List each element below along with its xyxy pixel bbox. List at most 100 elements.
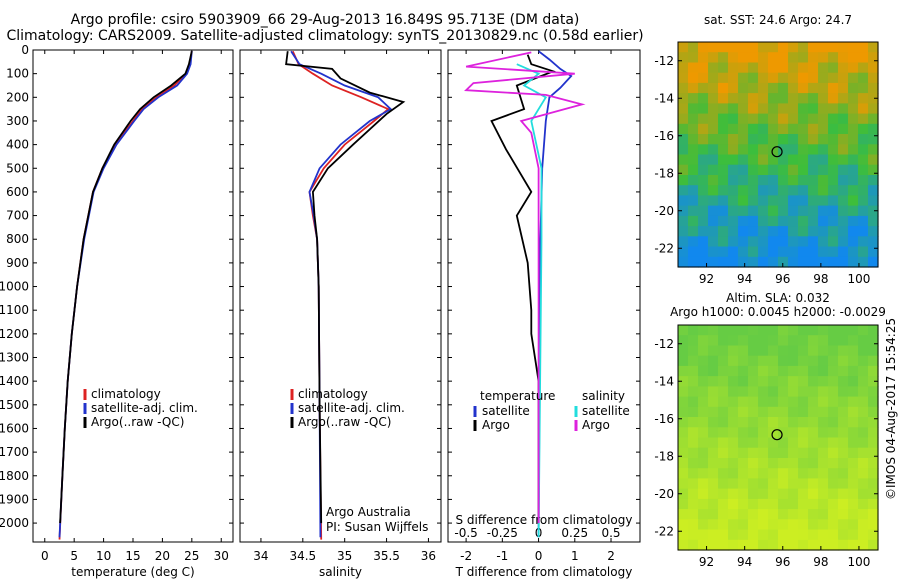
map-cell [678,539,689,551]
map-cell [818,113,829,125]
map-cell [818,52,829,63]
map-cell [868,195,879,207]
map-cell [738,175,749,186]
depth-tick-label: 900 [6,256,29,270]
map-cell [738,103,749,115]
map-cell [698,236,709,248]
map-cell [778,62,789,74]
map-cell [698,365,709,377]
map-cell [788,82,799,94]
map-cell [678,123,689,135]
map-cell [708,355,719,367]
map-cell [818,519,829,531]
map-cell [818,93,829,104]
map-cell [808,468,819,479]
map-cell [748,427,759,439]
map-cell [758,185,769,196]
map-y-tick-label: -12 [654,54,674,68]
map-cell [768,519,779,531]
map-cell [868,325,879,336]
x-tick-label: 25 [184,549,199,563]
map-cell [688,93,699,104]
map-cell [798,529,809,541]
depth-tick-label: 100 [6,67,29,81]
series-climatology [58,51,193,540]
map-cell [818,175,829,186]
map-cell [778,236,789,248]
map-cell [838,256,849,268]
map-cell [858,246,869,258]
x-tick-label: 34 [253,549,268,563]
map-cell [838,236,849,248]
map-cell [748,62,759,74]
map-cell [858,195,869,207]
map-cell [738,185,749,196]
map-cell [698,498,709,510]
map-cell [768,417,779,428]
map-cell [788,365,799,377]
map-cell [768,458,779,469]
map-cell [798,42,809,53]
map-cell [868,478,879,490]
map-cell [778,154,789,166]
map-cell [828,195,839,207]
map-cell [798,458,809,469]
map-cell [778,406,789,418]
map-cell [728,82,739,94]
map-cell [698,386,709,398]
map-cell [758,123,769,135]
map-cell [718,427,729,439]
map-cell [688,478,699,490]
map-cell [748,345,759,357]
map-cell [748,175,759,186]
map-cell [788,325,799,336]
map-cell [708,406,719,418]
map-cell [738,365,749,377]
x-tick-label-t: 0 [535,549,543,563]
map-cell [778,205,789,217]
map-cell [748,488,759,500]
map-cell [798,226,809,237]
map-sst: 92 94 96 98 100 -12 -14 -16 -18 -20 -22 sat. SST: 2… [654,13,879,286]
map-cell [858,154,869,166]
map-cell [748,468,759,479]
map-cell [848,335,859,346]
map-cell [838,458,849,469]
map-cell [688,256,699,268]
depth-tick-label: 800 [6,232,29,246]
map-cell [678,417,689,428]
pi-annotation: PI: Susan Wijffels [326,520,428,534]
map-cell [768,529,779,541]
map-cell [848,195,859,207]
map-cell [728,175,739,186]
map-cell [728,539,739,551]
x-tick-label-s: 0.5 [601,526,620,540]
map-cell [758,529,769,541]
map-cell [758,205,769,217]
map-cell [708,164,719,176]
map-cell [748,42,759,53]
depth-tick-label: 1700 [0,445,29,459]
map-cell [858,52,869,63]
map-cell [778,185,789,196]
legend-label: satellite-adj. clim. [91,401,198,415]
map-cell [758,406,769,418]
map-cell [688,539,699,551]
map-cell [678,365,689,377]
map-cell [748,529,759,541]
map-cell [798,519,809,531]
map-cell [698,226,709,237]
map-cell [758,509,769,520]
map-cell [768,185,779,196]
map-cell [678,325,689,336]
map-cell [868,175,879,186]
map-cell [808,365,819,377]
map-cell [848,468,859,479]
map-cell [828,246,839,258]
depth-tick-label: 1600 [0,421,29,435]
map-cell [868,335,879,346]
map-cell [688,458,699,469]
map-cell [858,256,869,268]
map-frame [677,324,879,551]
map-cell [838,113,849,125]
